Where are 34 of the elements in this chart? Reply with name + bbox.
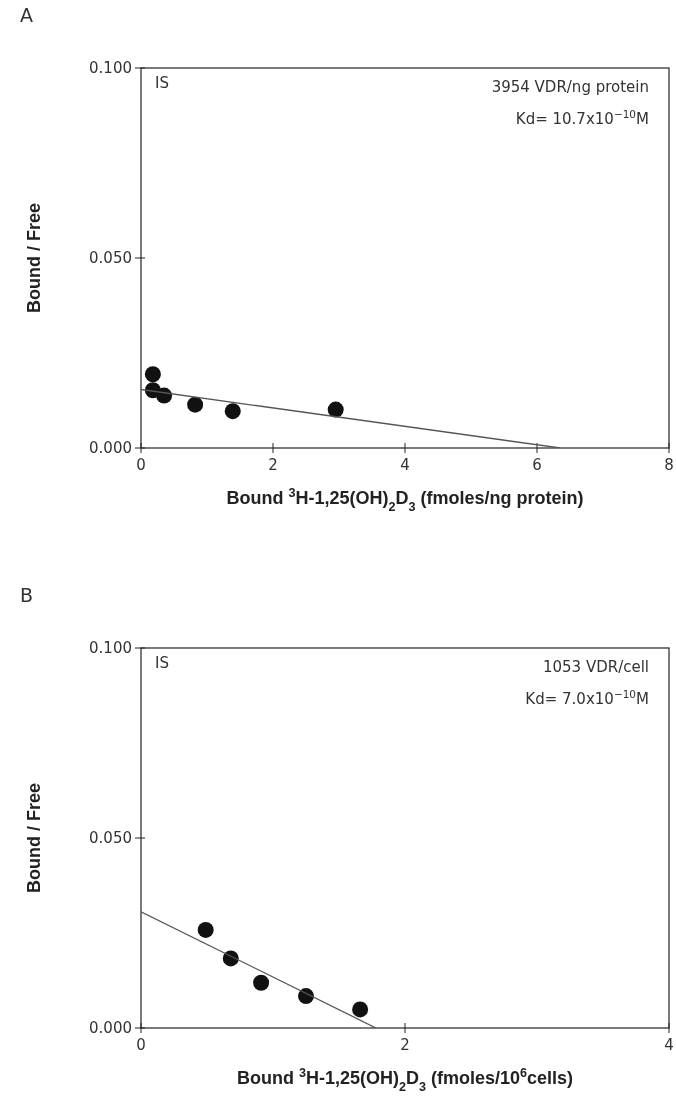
x-tick-label: 0 <box>136 1036 146 1054</box>
y-tick-label: 0.000 <box>89 439 132 457</box>
point <box>327 401 344 418</box>
chart-title: A <box>20 4 33 26</box>
annotation: IS <box>155 654 169 672</box>
x-tick-label: 4 <box>400 456 410 474</box>
y-tick-label: 0.100 <box>89 59 132 77</box>
annotation: Kd= 7.0x10$^{−10}$M <box>525 688 649 708</box>
y-tick-label: 0.000 <box>89 1019 132 1037</box>
annotation: Kd= 10.7x10$^{−10}$M <box>515 108 649 128</box>
point <box>224 403 241 420</box>
chart-title: B <box>20 584 34 606</box>
x-tick-label: 8 <box>664 456 674 474</box>
x-tick-label: 0 <box>136 456 146 474</box>
x-tick-label: 4 <box>664 1036 674 1054</box>
x-tick-label: 2 <box>400 1036 410 1054</box>
x-tick-label: 6 <box>532 456 542 474</box>
y-tick-label: 0.050 <box>89 249 132 267</box>
x-tick-label: 2 <box>268 456 278 474</box>
x-axis-title: Bound $^{3}$H-1,25(OH)$_{2}$D$_{3}$ (fmoles/ng protein) <box>226 486 584 514</box>
annotation: 1053 VDR/cell <box>542 658 649 676</box>
point <box>187 396 204 413</box>
text: Bound $^{3}$H-1,25(OH)$_{2}$D$_{3}$ (fmoles/10$^{6}$cells) <box>236 1066 574 1094</box>
point <box>197 921 214 938</box>
point <box>144 366 161 383</box>
annotation: 3954 VDR/ng protein <box>491 78 649 96</box>
point <box>352 1001 369 1018</box>
annotation: IS <box>155 74 169 92</box>
point <box>253 974 270 991</box>
y-tick-label: 0.100 <box>89 639 132 657</box>
y-axis-title: Bound / Free <box>24 202 44 314</box>
y-tick-label: 0.050 <box>89 829 132 847</box>
y-axis-title: Bound / Free <box>24 782 44 894</box>
point <box>156 387 173 404</box>
